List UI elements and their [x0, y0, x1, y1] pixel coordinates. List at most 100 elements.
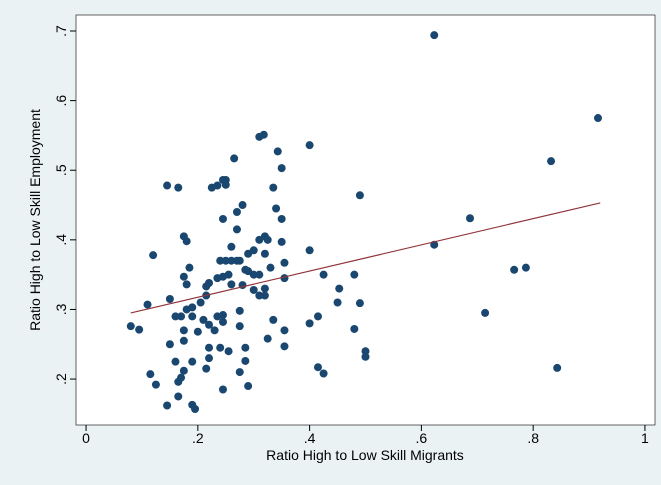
scatter-point: [350, 270, 359, 279]
scatter-point: [224, 347, 233, 356]
scatter-point: [221, 256, 230, 265]
y-axis-label: Ratio High to Low Skill Employment: [27, 109, 43, 331]
scatter-point: [218, 214, 227, 223]
scatter-point: [255, 235, 264, 244]
scatter-point: [244, 382, 253, 391]
scatter-point: [188, 357, 197, 366]
scatter-point: [350, 324, 359, 333]
scatter-point: [205, 343, 214, 352]
x-tick-label: .6: [416, 430, 428, 446]
scatter-point: [553, 363, 562, 372]
scatter-point: [177, 312, 186, 321]
y-tick-label: .4: [53, 234, 69, 246]
scatter-point: [232, 207, 241, 216]
scatter-point: [207, 183, 216, 192]
scatter-point: [259, 130, 268, 139]
x-tick-label: 0: [82, 430, 90, 446]
scatter-point: [280, 326, 289, 335]
scatter-point: [466, 214, 475, 223]
scatter-point: [171, 357, 180, 366]
scatter-point: [260, 249, 269, 258]
scatter-point: [221, 180, 230, 189]
scatter-point: [255, 291, 264, 300]
scatter-point: [430, 31, 439, 40]
scatter-point: [205, 320, 214, 329]
scatter-point: [174, 183, 183, 192]
scatter-point: [263, 334, 272, 343]
scatter-point: [174, 392, 183, 401]
x-tick-label: .8: [527, 430, 539, 446]
scatter-point: [202, 364, 211, 373]
scatter-point: [280, 258, 289, 267]
scatter-point: [202, 282, 211, 291]
scatter-point: [269, 183, 278, 192]
scatter-point: [313, 363, 322, 372]
scatter-point: [227, 280, 236, 289]
scatter-point: [333, 298, 342, 307]
scatter-point: [266, 263, 275, 272]
y-tick-label: .2: [53, 373, 69, 385]
scatter-point: [171, 312, 180, 321]
scatter-point: [182, 280, 191, 289]
scatter-point: [313, 312, 322, 321]
scatter-point: [179, 336, 188, 345]
scatter-point: [335, 284, 344, 293]
scatter-point: [188, 312, 197, 321]
scatter-point: [361, 347, 370, 356]
scatter-point: [280, 342, 289, 351]
plot-area: [75, 14, 656, 426]
scatter-point: [593, 114, 602, 123]
scatter-point: [510, 265, 519, 274]
scatter-point: [273, 147, 282, 156]
scatter-point: [179, 326, 188, 335]
scatter-point: [193, 327, 202, 336]
scatter-point: [305, 319, 314, 328]
scatter-point: [269, 315, 278, 324]
scatter-point: [205, 354, 214, 363]
scatter-point: [355, 299, 364, 308]
scatter-point: [227, 242, 236, 251]
x-tick-label: .2: [192, 430, 204, 446]
x-tick-label: .4: [304, 430, 316, 446]
scatter-point: [188, 400, 197, 409]
scatter-point: [241, 265, 250, 274]
scatter-point: [235, 322, 244, 331]
scatter-point: [179, 272, 188, 281]
scatter-point: [199, 315, 208, 324]
scatter-point: [277, 164, 286, 173]
y-tick-label: .5: [53, 164, 69, 176]
scatter-point: [481, 308, 490, 317]
scatter-point: [244, 249, 253, 258]
scatter-point: [235, 256, 244, 265]
scatter-point: [165, 295, 174, 304]
scatter-point: [216, 343, 225, 352]
scatter-point: [249, 270, 258, 279]
scatter-point: [210, 326, 219, 335]
scatter-point: [355, 191, 364, 200]
scatter-point: [179, 366, 188, 375]
scatter-point: [163, 181, 172, 190]
scatter-point: [241, 343, 250, 352]
scatter-point: [143, 300, 152, 309]
scatter-point: [182, 237, 191, 246]
scatter-point: [249, 285, 258, 294]
scatter-point: [238, 201, 247, 210]
scatter-point: [319, 270, 328, 279]
scatter-point: [218, 317, 227, 326]
scatter-point: [241, 356, 250, 365]
scatter-point: [163, 401, 172, 410]
y-tick-label: .7: [53, 25, 69, 37]
scatter-point: [277, 237, 286, 246]
scatter-point: [272, 204, 281, 213]
scatter-point: [135, 325, 144, 334]
scatter-point: [185, 263, 194, 272]
scatter-point: [361, 352, 370, 361]
scatter-point: [260, 284, 269, 293]
scatter-point: [263, 235, 272, 244]
scatter-point: [547, 157, 556, 166]
scatter-point: [146, 370, 155, 379]
scatter-point: [235, 368, 244, 377]
scatter-point: [277, 214, 286, 223]
scatter-point: [218, 385, 227, 394]
scatter-point: [126, 322, 135, 331]
